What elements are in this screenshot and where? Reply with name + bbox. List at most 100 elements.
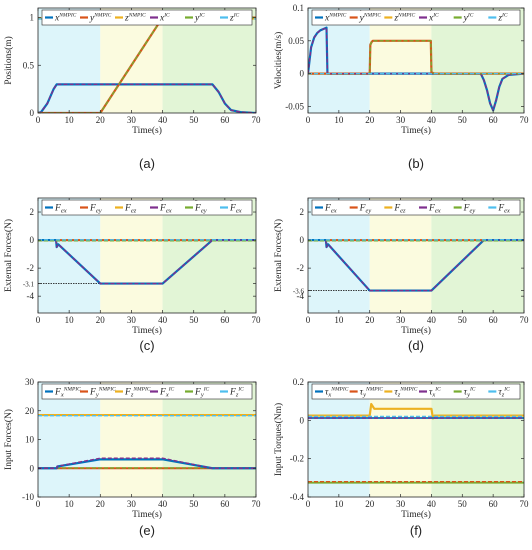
legend-entry-superscript: NMPIC (330, 387, 348, 393)
legend-entry-symbol: x (159, 14, 165, 24)
x-tick-label: 30 (127, 499, 137, 509)
y-axis-label: External Forces(N) (3, 219, 14, 292)
axes-box (307, 7, 525, 114)
legend: τxNMPIC τyNMPIC τzNMPIC τxIC τyIC τzIC (311, 383, 521, 400)
legend-entry-symbol: x (54, 14, 60, 24)
hat-accent: ˆ (429, 199, 432, 207)
legend-entry-symbol: F (194, 204, 201, 214)
legend-entry: Fex (229, 204, 242, 215)
legend-entry-subscript: z (501, 392, 505, 399)
legend-entry-subscript: y (466, 392, 470, 399)
legend-entry: Fez (124, 204, 137, 215)
legend-entry-superscript: IC (503, 387, 510, 393)
y-tick-label: 0.05 (288, 36, 304, 46)
legend-entry-symbol: z (124, 14, 129, 24)
x-tick-label: 70 (252, 115, 262, 125)
legend-entry-symbol: F (159, 388, 166, 398)
series-group (38, 413, 256, 470)
series-group (308, 26, 524, 112)
legend-entry-symbol: z (497, 14, 502, 24)
x-tick-label: 40 (158, 115, 168, 125)
legend-entry-subscript: x (327, 392, 331, 399)
legend-entry: Fex (54, 204, 67, 215)
legend-entry-superscript: NMPIC (365, 387, 383, 393)
series-line-1 (38, 83, 256, 113)
legend-entry: Fex (324, 204, 337, 215)
x-tick-label: 60 (489, 315, 499, 325)
y-tick-label: 0.5 (23, 60, 35, 70)
panel-label: (d) (408, 338, 424, 353)
legend-entry-superscript: IC (233, 13, 240, 19)
panel-label: (c) (139, 338, 154, 353)
phase-band-3 (162, 382, 256, 497)
hat-accent: ˆ (464, 199, 467, 207)
legend-entry-symbol: z (393, 14, 398, 24)
legend-entry: xIC (428, 13, 439, 24)
phase-band-1 (38, 382, 101, 497)
legend-entry-symbol: F (124, 388, 131, 398)
phase-band-2 (100, 382, 163, 497)
legend-entry: Fey (194, 204, 207, 215)
legend-entry-subscript: z (235, 392, 239, 399)
dot-accent: ˙ (325, 9, 327, 17)
x-tick-label: 30 (396, 499, 406, 509)
x-axis-label: Time(s) (401, 325, 431, 336)
y-tick-label: 1 (30, 13, 35, 23)
legend-entry-subscript: y (200, 392, 204, 399)
legend-entry-symbol: y (359, 14, 365, 24)
x-tick-label: 60 (220, 499, 230, 509)
legend-box (311, 383, 521, 400)
legend-entry: Fey (463, 204, 476, 215)
legend-entry-superscript: NMPIC (328, 13, 346, 19)
legend-entry-subscript: y (362, 392, 366, 399)
legend-entry-symbol: τ (360, 388, 364, 398)
phase-band-3 (162, 8, 256, 113)
y-tick-label: 0 (30, 235, 35, 245)
legend-entry: yNMPIC (89, 13, 112, 24)
legend-entry-subscript: ex (166, 208, 172, 215)
x-tick-label: 60 (220, 315, 230, 325)
y-tick-label: 0 (30, 108, 35, 118)
legend-entry-subscript: ex (504, 208, 510, 215)
legend-entry-superscript: NMPIC (128, 13, 146, 19)
legend-entry-subscript: ey (96, 208, 102, 215)
panel-f: 0 10 20 30 40 50 60 70 -0.4 -0.2 0 0.2 Time(s) Input … (273, 377, 529, 538)
legend-entry-symbol: F (359, 204, 366, 214)
legend-entry-symbol: F (159, 204, 166, 214)
x-tick-label: 50 (189, 115, 199, 125)
x-tick-label: 70 (520, 315, 530, 325)
panel-label: (e) (139, 523, 155, 538)
legend-entry-symbol: τ (429, 388, 433, 398)
x-tick-label: 10 (334, 499, 344, 509)
x-tick-label: 70 (252, 499, 262, 509)
x-tick-label: 60 (489, 499, 499, 509)
legend-entry: Fex (497, 204, 510, 215)
legend-entry-subscript: ex (331, 208, 337, 215)
legend-entry-symbol: F (54, 204, 61, 214)
y-tick-label: -4 (27, 291, 35, 301)
x-tick-label: 0 (306, 499, 311, 509)
x-tick-label: 20 (365, 115, 375, 125)
phase-band-2 (369, 382, 432, 497)
series-group (308, 402, 524, 484)
legend-entry-superscript: IC (163, 13, 170, 19)
legend-entry: τzNMPIC (394, 387, 417, 399)
legend-entry-symbol: x (428, 14, 434, 24)
legend-entry: FxNMPIC (54, 387, 81, 399)
y-axis-label: External Forces(N) (273, 219, 284, 292)
legend-entry-subscript: ez (131, 208, 137, 215)
legend-entry: Fex (159, 204, 172, 215)
axes-box (307, 197, 525, 314)
x-tick-label: 0 (36, 115, 41, 125)
legend-entry-subscript: ex (61, 208, 67, 215)
legend-entry-subscript: ex (435, 208, 441, 215)
hat-accent: ˆ (160, 199, 163, 207)
legend-entry: xNMPIC (54, 13, 77, 24)
x-tick-label: 40 (158, 499, 168, 509)
legend-entry-subscript: ey (201, 208, 207, 215)
x-tick-label: 40 (427, 115, 437, 125)
legend-entry: yNMPIC (359, 13, 382, 24)
panel-c: 0 10 20 30 40 50 60 70 -4 -3.1 -2 0 2 Time(s) External… (3, 197, 261, 353)
